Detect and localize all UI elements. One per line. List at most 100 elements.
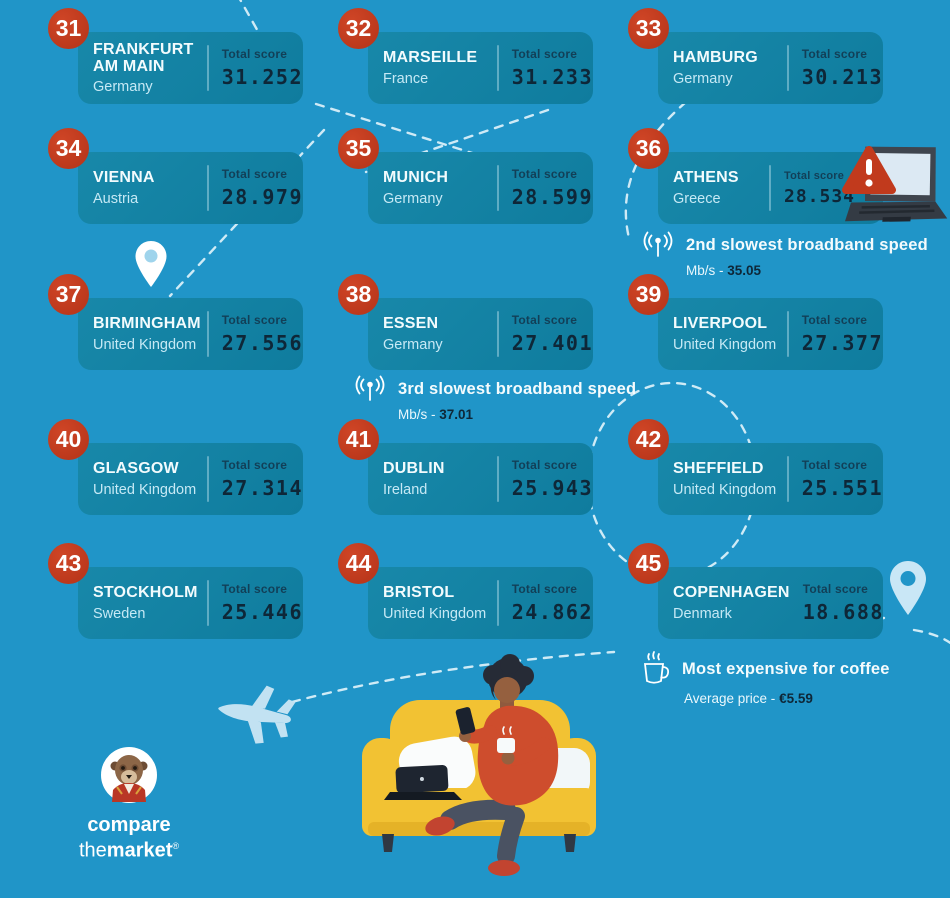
city-name: SHEFFIELD [673, 460, 764, 478]
divider [206, 165, 209, 211]
total-score-value: 27.314 [221, 476, 303, 500]
annotation-text: 3rd slowest broadband speed [398, 379, 637, 398]
city-name: FRANKFURT AM MAIN [93, 40, 194, 75]
city-card-copenhagen: 45 COPENHAGEN Denmark Total score 18.688 [628, 543, 884, 639]
city-card-marseille: 32 MARSEILLE France Total score 31.233 [338, 8, 593, 104]
divider [496, 456, 499, 502]
rank-badge: 32 [338, 8, 379, 49]
rank-badge: 34 [48, 128, 89, 169]
city-card-bristol: 44 BRISTOL United Kingdom Total score 24.8… [338, 543, 593, 639]
total-score-label: Total score [221, 582, 288, 596]
divider [496, 165, 499, 211]
total-score-value: 28.599 [511, 185, 593, 209]
logo-word-market: market [106, 839, 173, 862]
annotation-detail-label: Mb/s - [686, 263, 724, 278]
comparethemarket-logo: compare themarket® [55, 746, 203, 862]
total-score-label: Total score [511, 167, 578, 181]
divider [786, 456, 789, 502]
city-name: ATHENS [673, 169, 739, 187]
coffee-cup-icon [643, 651, 670, 684]
rank-badge: 40 [48, 419, 89, 460]
country-name: United Kingdom [673, 481, 777, 498]
rank-badge: 39 [628, 274, 669, 315]
total-score-value: 30.213 [801, 65, 883, 89]
country-name: Sweden [93, 605, 146, 622]
rank-badge: 33 [628, 8, 669, 49]
annotation-athens-broadband: 2nd slowest broadband speed Mb/s - 35.05 [640, 230, 928, 278]
city-card-dublin: 41 DUBLIN Ireland Total score 25.943 [338, 419, 593, 515]
meerkat-icon [101, 747, 157, 803]
broadband-icon [643, 231, 673, 257]
country-name: United Kingdom [383, 605, 487, 622]
logo-word-the: the [78, 839, 107, 862]
city-name: LIVERPOOL [673, 315, 768, 333]
annotation-detail-label: Average price - [684, 691, 776, 706]
city-name: VIENNA [93, 169, 155, 187]
city-name: BRISTOL [383, 584, 455, 602]
annotation-essen-broadband: 3rd slowest broadband speed Mb/s - 37.01 [352, 374, 636, 422]
rank-badge: 37 [48, 274, 89, 315]
annotation-detail-value: 37.01 [439, 407, 474, 422]
country-name: Germany [383, 190, 443, 207]
city-name: BIRMINGHAM [93, 315, 201, 333]
total-score-value: 27.556 [221, 331, 303, 355]
city-card-glasgow: 40 GLASGOW United Kingdom Total score 27.3… [48, 419, 303, 515]
total-score-value: 27.401 [511, 331, 593, 355]
rank-badge: 44 [338, 543, 379, 584]
total-score-label: Total score [221, 167, 288, 181]
total-score-label: Total score [221, 47, 288, 61]
total-score-value: 31.252 [221, 65, 303, 89]
city-card-stockholm: 43 STOCKHOLM Sweden Total score 25.446 [48, 543, 303, 639]
divider [206, 456, 209, 502]
total-score-label: Total score [511, 582, 578, 596]
total-score-label: Total score [801, 313, 868, 327]
city-name: GLASGOW [93, 460, 179, 478]
city-card-essen: 38 ESSEN Germany Total score 27.401 [338, 274, 593, 370]
country-name: Germany [93, 79, 153, 96]
rank-badge: 31 [48, 8, 89, 49]
city-card-frankfurt: 31 FRANKFURT AM MAIN Germany Total score 3… [48, 8, 303, 104]
total-score-value: 18.688 [802, 600, 884, 624]
total-score-label: Total score [221, 313, 288, 327]
divider [769, 165, 771, 211]
broadband-icon [355, 375, 385, 401]
total-score-value: 28.534 [784, 185, 856, 207]
city-card-birmingham: 37 BIRMINGHAM United Kingdom Total score 2… [48, 274, 303, 370]
total-score-label: Total score [511, 458, 578, 472]
country-name: United Kingdom [93, 481, 197, 498]
registered-mark: ® [172, 841, 180, 851]
couch-illustration [362, 654, 596, 876]
annotation-detail-label: Mb/s - [398, 407, 436, 422]
divider [496, 311, 499, 357]
city-name: COPENHAGEN [673, 584, 790, 602]
logo-word-compare: compare [87, 814, 171, 836]
annotation-detail-value: €5.59 [779, 691, 813, 706]
city-name: DUBLIN [383, 460, 445, 478]
annotation-text: Most expensive for coffee [682, 659, 890, 678]
divider [786, 45, 789, 91]
country-name: Austria [93, 190, 139, 207]
country-name: United Kingdom [93, 336, 197, 353]
country-name: United Kingdom [673, 336, 777, 353]
location-pin-icon [135, 241, 167, 287]
airplane-icon [218, 685, 296, 744]
total-score-value: 27.377 [801, 331, 883, 355]
country-name: Greece [673, 190, 721, 207]
city-card-liverpool: 39 LIVERPOOL United Kingdom Total score 27… [628, 274, 883, 370]
total-score-value: 25.446 [221, 600, 303, 624]
total-score-label: Total score [511, 47, 578, 61]
city-card-vienna: 34 VIENNA Austria Total score 28.979 [48, 128, 303, 224]
city-name: HAMBURG [673, 49, 758, 67]
annotation-copenhagen-coffee: Most expensive for coffee Average price … [638, 650, 890, 706]
city-name: STOCKHOLM [93, 584, 198, 602]
rank-badge: 43 [48, 543, 89, 584]
country-name: Germany [383, 336, 443, 353]
country-name: France [383, 70, 429, 87]
country-name: Denmark [673, 605, 732, 622]
total-score-value: 28.979 [221, 185, 303, 209]
country-name: Germany [673, 70, 733, 87]
divider [496, 45, 499, 91]
total-score-label: Total score [801, 458, 868, 472]
city-card-hamburg: 33 HAMBURG Germany Total score 30.213 [628, 8, 883, 104]
total-score-value: 25.943 [511, 476, 593, 500]
